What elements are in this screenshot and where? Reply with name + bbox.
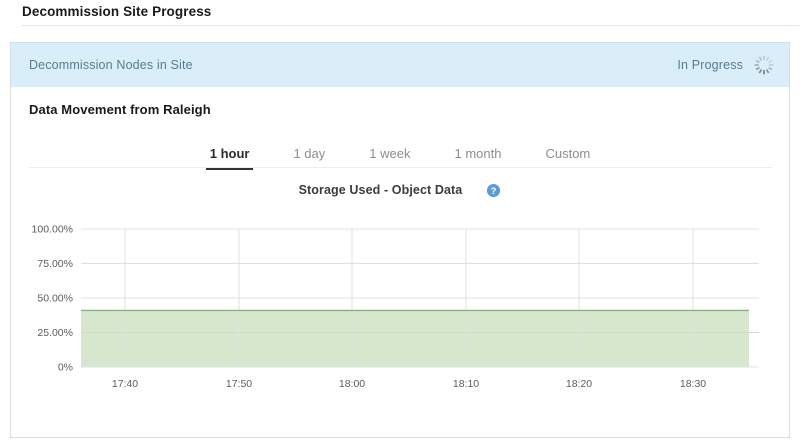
svg-text:25.00%: 25.00% xyxy=(37,327,73,339)
svg-text:17:50: 17:50 xyxy=(226,378,252,390)
section-heading: Data Movement from Raleigh xyxy=(29,102,211,117)
panel-header-title: Decommission Nodes in Site xyxy=(29,58,193,72)
svg-text:18:20: 18:20 xyxy=(566,378,592,390)
tab-1-week[interactable]: 1 week xyxy=(369,146,411,161)
tab-1-hour[interactable]: 1 hour xyxy=(188,142,272,170)
tab-custom[interactable]: Custom xyxy=(545,146,591,161)
time-range-tabs: 1 hour 1 day 1 week 1 month Custom xyxy=(11,142,789,170)
chart-plot-area: 100.00% 75.00% 50.00% 25.00% 0% 17:40 17… xyxy=(32,224,759,390)
svg-text:0%: 0% xyxy=(58,362,73,374)
svg-text:?: ? xyxy=(491,185,497,195)
svg-text:75.00%: 75.00% xyxy=(37,258,73,270)
tab-1-day[interactable]: 1 day xyxy=(293,146,326,161)
svg-text:18:00: 18:00 xyxy=(339,378,365,390)
svg-text:50.00%: 50.00% xyxy=(37,293,73,305)
help-circle-icon[interactable]: ? xyxy=(486,183,501,198)
chart-title-row: Storage Used - Object Data ? xyxy=(11,179,789,201)
svg-text:100.00%: 100.00% xyxy=(32,224,73,236)
chart-title: Storage Used - Object Data xyxy=(298,183,463,197)
page-title: Decommission Site Progress xyxy=(22,4,212,19)
svg-text:17:40: 17:40 xyxy=(112,378,138,390)
panel-status-header: Decommission Nodes in Site In Progress xyxy=(11,42,789,87)
svg-text:18:10: 18:10 xyxy=(453,378,479,390)
section-divider xyxy=(29,167,773,168)
status-badge: In Progress xyxy=(677,58,743,72)
panel-header-status-group: In Progress xyxy=(677,54,775,76)
loading-spinner-icon xyxy=(753,54,775,76)
svg-text:18:30: 18:30 xyxy=(680,378,706,390)
storage-used-chart: Storage Used - Object Data ? xyxy=(11,179,789,439)
tab-1-month[interactable]: 1 month xyxy=(454,146,502,161)
title-divider xyxy=(22,25,800,26)
decommission-panel: Decommission Nodes in Site In Progress xyxy=(10,42,790,438)
